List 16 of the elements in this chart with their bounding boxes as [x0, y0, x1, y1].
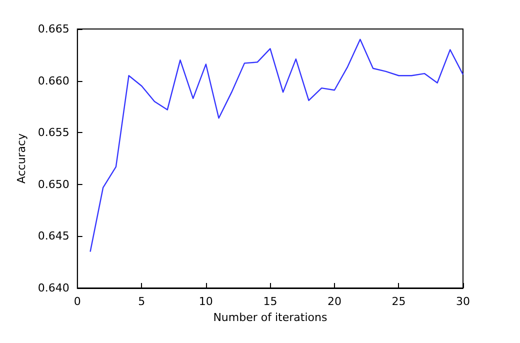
y-tick-label: 0.640: [38, 282, 70, 294]
y-tick-label: 0.650: [38, 178, 70, 191]
y-tick-label: 0.665: [38, 22, 70, 36]
x-tick-label: 20: [327, 295, 342, 308]
line-series: [90, 38, 464, 252]
y-tick-label: 0.660: [38, 74, 70, 88]
x-tick-label: 0: [74, 295, 81, 308]
x-tick-label: 25: [392, 295, 406, 308]
y-axis-title: Accuracy: [15, 132, 28, 184]
x-tick-label: 5: [138, 295, 146, 308]
x-axis-title: Number of iterations: [213, 310, 328, 324]
x-tick-label: 10: [198, 295, 213, 308]
x-tick-label: 15: [263, 295, 278, 308]
x-tick-label: 30: [456, 295, 470, 308]
y-tick-label: 0.655: [38, 126, 70, 140]
y-tick-label: 0.645: [38, 230, 70, 243]
